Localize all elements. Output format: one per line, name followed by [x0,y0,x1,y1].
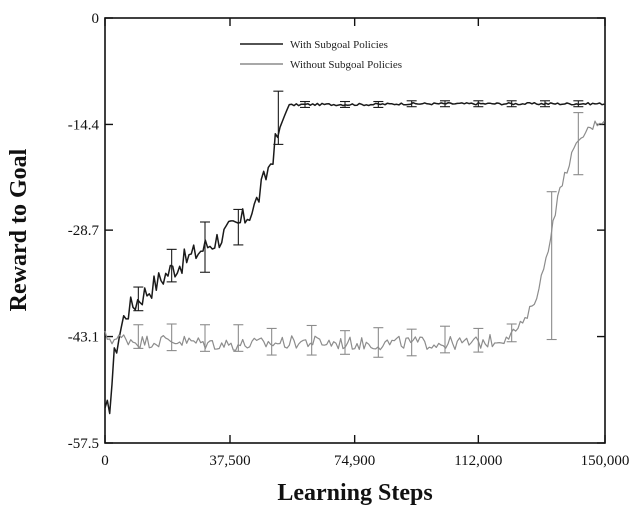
x-tick-label: 112,000 [454,453,502,469]
error-bar [166,323,177,352]
x-tick-label: 74,900 [334,453,375,469]
error-bar-layer [133,90,584,358]
series-line-0 [104,101,605,415]
y-axis-title: Reward to Goal [6,148,32,311]
error-bar [340,330,350,355]
y-tick-label: 0 [92,11,100,27]
y-tick-label: -57.5 [68,436,99,452]
error-bar [506,323,517,343]
error-bar [406,100,417,108]
error-bar [306,324,317,356]
error-bar [200,324,210,352]
error-bar [573,112,584,176]
error-bar [473,327,484,353]
error-bar [506,100,517,108]
error-bar [133,286,144,312]
error-bar [200,221,210,273]
x-tick-label: 37,500 [209,453,250,469]
x-axis-title: Learning Steps [277,480,432,506]
error-bar [546,191,557,341]
error-bar [166,248,177,283]
error-bar [233,324,244,352]
error-bar [473,100,484,108]
error-bar [300,100,310,108]
error-bar [406,328,417,357]
legend-label-with-subgoal: With Subgoal Policies [290,39,388,51]
error-bar [266,327,277,356]
error-bar [233,208,244,246]
axis-ticks: 0 37,500 74,900 112,000 150,000 0 -14.4 -28.7 -4… [68,11,630,469]
series-layer [104,101,605,415]
error-bar [373,100,384,108]
legend: With Subgoal Policies Without Subgoal Po… [240,39,402,71]
error-bar [440,100,450,108]
error-bar [573,100,584,108]
error-bar [133,324,144,349]
error-bar [373,327,384,358]
error-bar [340,100,350,108]
error-bar [273,90,284,145]
series-line-1 [104,120,605,351]
x-tick-label: 0 [101,453,109,469]
error-bar [440,325,450,354]
legend-label-without-subgoal: Without Subgoal Policies [290,59,402,71]
x-tick-label: 150,000 [581,453,630,469]
y-tick-label: -43.1 [68,330,99,346]
error-bar [540,100,550,108]
y-tick-label: -28.7 [68,223,100,239]
y-tick-label: -14.4 [68,117,100,133]
